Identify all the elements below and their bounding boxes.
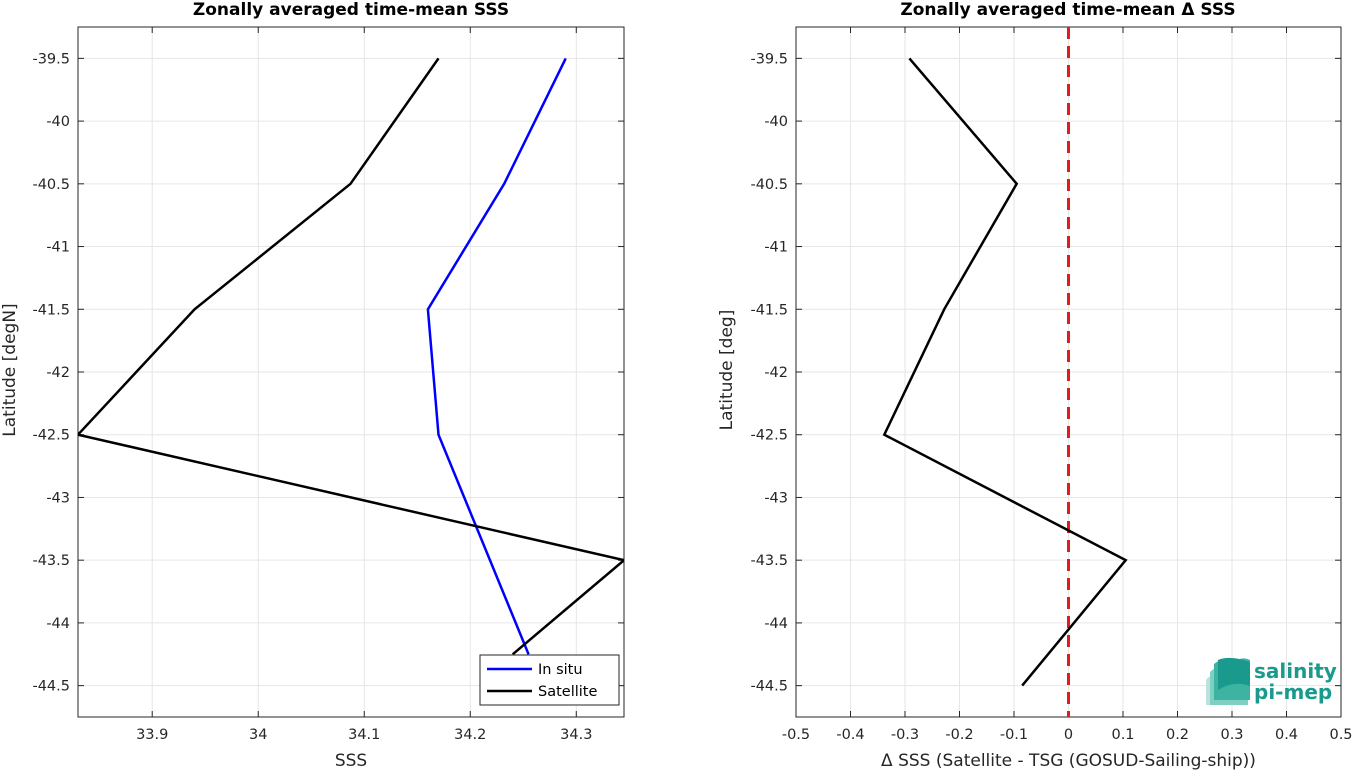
y-tick-label: -43 xyxy=(46,490,70,506)
series-line-0 xyxy=(882,57,1128,687)
y-tick-label: -44.5 xyxy=(750,679,788,695)
left-axes: 33.9 34 34.1 34.2 34.3 -39.5 -40 -40.5 -41 -41.5 -… xyxy=(0,0,625,770)
y-tick-label: -40.5 xyxy=(750,177,788,193)
y-tick-label: -41 xyxy=(764,240,788,256)
x-tick-label: 33.9 xyxy=(136,727,168,743)
y-axis-label: Latitude [deg] xyxy=(717,310,737,431)
y-tick-label: -43 xyxy=(764,490,788,506)
y-tick-label: -39.5 xyxy=(750,51,788,67)
x-tick-label: -0.4 xyxy=(836,727,864,743)
x-tick-label: 34.2 xyxy=(454,727,486,743)
x-tick-label: 0.1 xyxy=(1111,727,1134,743)
series-line-in-situ xyxy=(426,57,567,655)
logo-line1: salinity xyxy=(1254,659,1337,683)
series-line-satellite xyxy=(78,57,624,656)
y-tick-label: -43.5 xyxy=(750,553,788,569)
y-tick-label: -44 xyxy=(764,616,788,632)
legend-box xyxy=(479,654,620,706)
y-tick-label: -40 xyxy=(46,114,70,130)
axes-frame xyxy=(77,26,625,718)
chart-title: Zonally averaged time-mean SSS xyxy=(193,0,509,20)
x-axis-label: SSS xyxy=(335,751,367,770)
y-tick-label: -41.5 xyxy=(750,302,788,318)
x-tick-label: 0.2 xyxy=(1166,727,1189,743)
right-axes: -0.5 -0.4 -0.3 -0.2 -0.1 0 0.1 0.2 0.3 0.4 0.5 -39.… xyxy=(717,0,1353,770)
y-tick-label: -41 xyxy=(46,240,70,256)
legend: In situ Satellite xyxy=(479,654,620,706)
x-tick-label: -0.3 xyxy=(891,727,919,743)
legend-entry: In situ xyxy=(538,662,583,678)
legend-entry: Satellite xyxy=(538,684,597,700)
x-tick-label: -0.1 xyxy=(1000,727,1028,743)
y-tick-label: -40 xyxy=(764,114,788,130)
x-tick-label: 34.1 xyxy=(348,727,380,743)
chart-title: Zonally averaged time-mean Δ SSS xyxy=(900,0,1235,20)
y-tick-label: -44 xyxy=(46,616,70,632)
y-tick-label: -39.5 xyxy=(32,51,70,67)
x-tick-label: 0.5 xyxy=(1329,727,1352,743)
y-tick-label: -42 xyxy=(46,365,70,381)
y-tick-label: -42 xyxy=(764,365,788,381)
x-tick-label: 0.3 xyxy=(1220,727,1243,743)
y-tick-label: -43.5 xyxy=(32,553,70,569)
x-tick-label: 0.4 xyxy=(1275,727,1298,743)
y-tick-label: -42.5 xyxy=(750,428,788,444)
salinity-pi-mep-logo: salinity pi-mep xyxy=(1206,657,1337,705)
x-tick-label: -0.5 xyxy=(782,727,810,743)
y-tick-label: -41.5 xyxy=(32,302,70,318)
y-tick-label: -42.5 xyxy=(32,428,70,444)
y-tick-label: -44.5 xyxy=(32,679,70,695)
y-axis-label: Latitude [degN] xyxy=(0,303,20,436)
y-tick-label: -40.5 xyxy=(32,177,70,193)
x-axis-label: Δ SSS (Satellite - TSG (GOSUD-Sailing-sh… xyxy=(881,751,1256,770)
x-tick-label: 0 xyxy=(1064,727,1073,743)
logo-line2: pi-mep xyxy=(1254,680,1332,704)
x-tick-label: 34.3 xyxy=(560,727,592,743)
logo-waves-icon xyxy=(1206,657,1250,705)
x-tick-label: 34 xyxy=(249,727,267,743)
x-tick-label: -0.2 xyxy=(945,727,973,743)
